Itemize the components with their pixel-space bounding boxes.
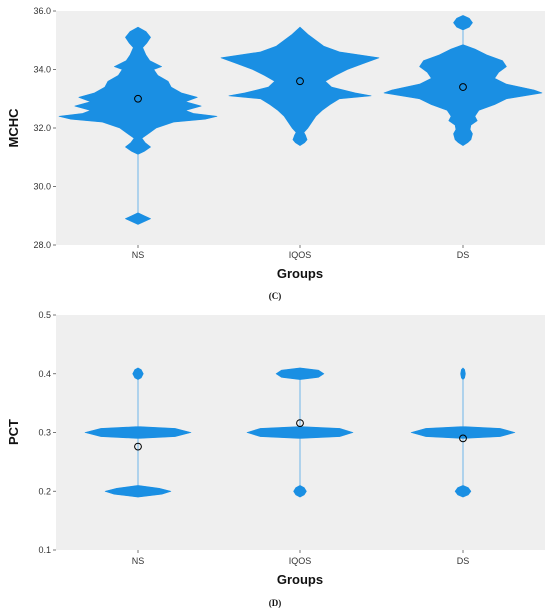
mean-marker-ns — [134, 94, 142, 103]
y-tick-label: 28.0 — [33, 240, 51, 250]
y-tick-label: 0.3 — [38, 428, 51, 438]
violin-ds — [383, 15, 543, 146]
violin-ns — [58, 26, 218, 225]
y-tick-label: 30.0 — [33, 182, 51, 192]
y-tick-label: 34.0 — [33, 65, 51, 75]
x-axis-label: Groups — [277, 266, 323, 281]
mean-marker-iqos — [296, 419, 304, 428]
panel-c-mchc: 28.0 30.0 32.0 34.0 36.0 NS IQOS DS MCHC Group… — [6, 6, 545, 301]
violin-iqos — [220, 26, 380, 146]
x-tick-label: NS — [132, 556, 145, 566]
y-tick-label: 0.5 — [38, 310, 51, 320]
mean-marker-ns — [134, 442, 142, 451]
x-tick-label: DS — [457, 250, 470, 260]
x-tick-label: NS — [132, 250, 145, 260]
x-tick-label: IQOS — [289, 250, 312, 260]
y-tick-label: 36.0 — [33, 6, 51, 16]
x-tick-label: DS — [457, 556, 470, 566]
panel-label: (C) — [269, 291, 282, 301]
y-tick-label: 32.0 — [33, 123, 51, 133]
violin-ns — [84, 367, 192, 498]
violin-iqos — [246, 367, 354, 498]
panel-d-pct: 0.1 0.2 0.3 0.4 0.5 NS IQOS DS PCT Groups (D) — [6, 310, 545, 608]
x-axis-label: Groups — [277, 572, 323, 587]
y-axis-label: PCT — [6, 419, 21, 445]
y-tick-label: 0.4 — [38, 369, 51, 379]
x-tick-label: IQOS — [289, 556, 312, 566]
y-tick-label: 0.1 — [38, 545, 51, 555]
y-axis-label: MCHC — [6, 108, 21, 148]
mean-marker-ds — [459, 434, 467, 443]
panel-label: (D) — [269, 598, 282, 608]
mean-marker-iqos — [296, 77, 304, 86]
y-tick-label: 0.2 — [38, 486, 51, 496]
violin-ds — [410, 367, 516, 498]
mean-marker-ds — [459, 83, 467, 91]
